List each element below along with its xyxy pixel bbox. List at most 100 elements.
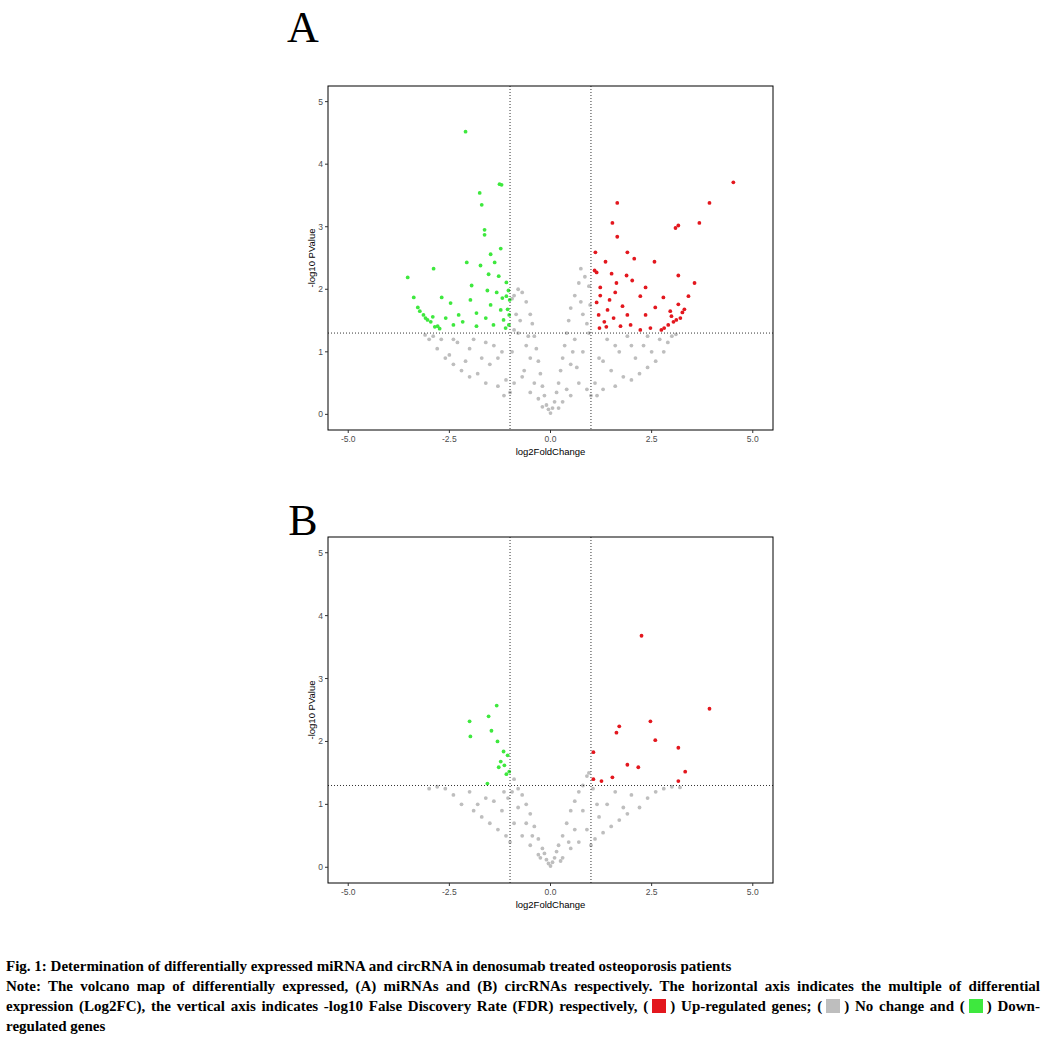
point	[653, 306, 657, 310]
threshold-line	[510, 537, 511, 883]
point	[543, 394, 547, 398]
point	[569, 847, 573, 851]
point	[524, 821, 528, 825]
y-tick	[325, 552, 328, 553]
point	[630, 793, 634, 797]
y-tick-label: 5	[318, 548, 323, 558]
point	[604, 325, 608, 329]
point	[569, 809, 573, 813]
point	[617, 350, 621, 354]
point	[605, 337, 609, 341]
point	[708, 201, 712, 205]
point	[506, 753, 510, 757]
point	[512, 821, 516, 825]
y-tick	[325, 678, 328, 679]
point	[506, 307, 510, 311]
point	[672, 320, 676, 324]
point	[510, 790, 514, 794]
thresholds	[328, 86, 773, 430]
y-axis-title: -log10 PValue	[306, 229, 317, 288]
point	[601, 831, 605, 835]
y-axis-title: -log10 PValue	[306, 681, 317, 740]
point	[561, 856, 565, 860]
x-tick	[651, 430, 652, 433]
point	[644, 286, 648, 290]
x-tick-label: -5.0	[341, 434, 356, 444]
point	[561, 400, 565, 404]
point	[452, 793, 456, 797]
point	[662, 350, 666, 354]
point	[510, 350, 514, 354]
point	[613, 384, 617, 388]
point	[559, 859, 563, 863]
y-tick	[325, 226, 328, 227]
point	[573, 294, 577, 298]
y-tick	[325, 804, 328, 805]
point	[573, 337, 577, 341]
point	[650, 350, 654, 354]
x-tick-label: -2.5	[442, 887, 457, 897]
point	[646, 796, 650, 800]
x-tick	[651, 883, 652, 886]
point	[488, 362, 492, 366]
point	[431, 315, 435, 319]
point	[475, 324, 479, 328]
point	[541, 405, 545, 409]
point	[608, 298, 612, 302]
point	[577, 281, 581, 285]
point	[524, 802, 528, 806]
point	[621, 375, 625, 379]
point	[452, 362, 456, 366]
point	[630, 279, 634, 283]
point	[480, 203, 484, 207]
point	[429, 320, 433, 324]
point	[528, 356, 532, 360]
point	[496, 356, 500, 360]
point	[516, 331, 520, 335]
x-axis-title: log2FoldChange	[516, 899, 586, 910]
point	[593, 381, 597, 385]
point	[638, 328, 642, 332]
point	[581, 350, 585, 354]
point	[553, 400, 557, 404]
point	[541, 384, 545, 388]
point	[595, 802, 599, 806]
y-tick-label: 2	[318, 736, 323, 746]
y-tick	[325, 615, 328, 616]
point	[500, 809, 504, 813]
x-tick	[550, 883, 551, 886]
point	[543, 852, 547, 856]
point	[662, 787, 666, 791]
x-tick-label: 2.5	[646, 887, 658, 897]
point	[506, 796, 510, 800]
point	[653, 738, 657, 742]
point	[557, 406, 561, 410]
point	[609, 369, 613, 373]
point	[687, 294, 691, 298]
point	[526, 334, 530, 338]
panel-label: A	[287, 3, 319, 52]
point	[621, 806, 625, 810]
point	[678, 785, 682, 789]
threshold-line	[510, 86, 511, 430]
point	[468, 719, 472, 723]
point	[606, 308, 610, 312]
point	[456, 341, 460, 345]
point	[638, 806, 642, 810]
point	[613, 344, 617, 348]
point	[666, 323, 670, 327]
point	[587, 771, 591, 775]
plot-frame	[328, 86, 773, 430]
point	[484, 316, 488, 320]
point	[658, 337, 662, 341]
point	[563, 344, 567, 348]
point	[439, 337, 443, 341]
point	[492, 799, 496, 803]
point	[659, 328, 663, 332]
thresholds	[328, 537, 773, 883]
point	[489, 252, 493, 256]
point	[497, 274, 501, 278]
point	[621, 304, 625, 308]
point	[557, 843, 561, 847]
y-tick	[325, 164, 328, 165]
